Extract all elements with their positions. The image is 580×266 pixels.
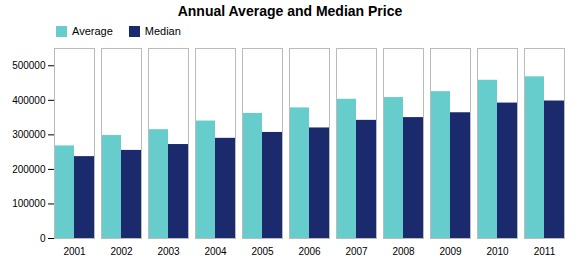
svg-text:100000: 100000 xyxy=(12,198,46,209)
svg-text:200000: 200000 xyxy=(12,164,46,175)
svg-text:2007: 2007 xyxy=(345,246,368,257)
svg-text:2009: 2009 xyxy=(439,246,462,257)
svg-text:2004: 2004 xyxy=(204,246,227,257)
svg-text:2008: 2008 xyxy=(392,246,415,257)
svg-text:400000: 400000 xyxy=(12,95,46,106)
svg-text:0: 0 xyxy=(40,233,46,244)
svg-text:2001: 2001 xyxy=(63,246,86,257)
svg-text:2006: 2006 xyxy=(298,246,321,257)
svg-text:2002: 2002 xyxy=(110,246,133,257)
html-text:Annual Average and Median Pric: Annual Average and Median Price xyxy=(177,3,403,19)
svg-text:500000: 500000 xyxy=(12,60,46,71)
html-text:Median: Median xyxy=(144,24,181,37)
html-text:Average: Average xyxy=(72,24,113,37)
svg-text:2003: 2003 xyxy=(157,246,180,257)
svg-text:2010: 2010 xyxy=(486,246,509,257)
svg-text:300000: 300000 xyxy=(12,129,46,140)
svg-text:2011: 2011 xyxy=(534,246,556,257)
svg-text:2005: 2005 xyxy=(251,246,274,257)
